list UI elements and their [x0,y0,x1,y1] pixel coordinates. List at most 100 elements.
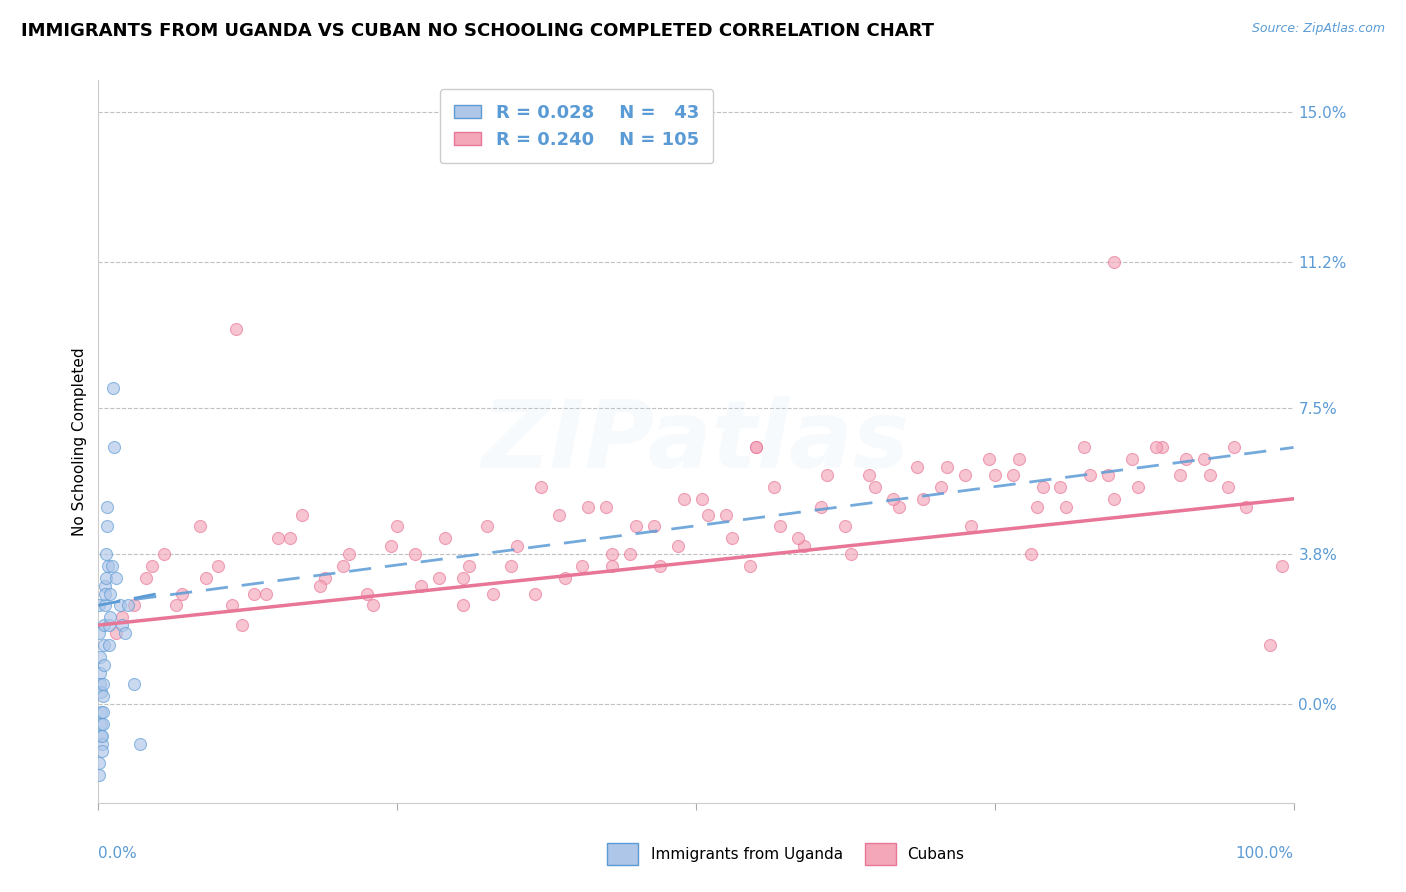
Point [1168,468,1191,483]
Point [195,571,218,585]
Point [172,586,194,600]
Point [339,547,361,561]
Point [267,531,290,545]
Point [595,500,617,514]
Point [97,558,120,573]
Point [89,649,111,664]
Point [578,500,600,514]
Point [117,599,139,613]
Point [1025,500,1047,514]
Point [291,508,314,522]
Point [1104,255,1126,269]
Point [499,558,522,573]
Point [89,756,111,771]
Point [889,500,911,514]
Point [165,599,187,613]
Point [1001,468,1024,483]
Point [1080,468,1102,483]
Y-axis label: No Schooling Completed: No Schooling Completed [72,347,87,536]
Point [475,519,498,533]
Point [94,579,117,593]
Point [96,500,118,514]
Point [1192,452,1215,467]
Point [434,531,457,545]
Point [231,618,253,632]
Point [111,618,134,632]
Point [977,452,1000,467]
Point [810,500,832,514]
Point [714,508,737,522]
Point [98,586,122,600]
Point [93,599,115,613]
Point [1008,452,1031,467]
Point [90,716,112,731]
Point [108,599,131,613]
Point [626,519,648,533]
Point [666,539,689,553]
Point [332,558,354,573]
Point [87,599,110,613]
Point [1049,480,1071,494]
Point [1234,500,1257,514]
Point [89,665,111,680]
Point [865,480,887,494]
Point [602,547,624,561]
Point [385,519,409,533]
Point [571,558,593,573]
Point [482,586,505,600]
Point [93,677,115,691]
Point [841,547,863,561]
Point [93,657,115,672]
Legend: R = 0.028    N =   43, R = 0.240    N = 105: R = 0.028 N = 43, R = 0.240 N = 105 [440,89,713,163]
Point [90,685,112,699]
Point [745,441,768,455]
Point [103,441,125,455]
Point [91,689,114,703]
Point [530,480,553,494]
Point [905,460,928,475]
Point [960,519,983,533]
Point [762,480,785,494]
Point [745,441,768,455]
Point [769,519,792,533]
Point [89,677,111,691]
Point [94,586,117,600]
Point [1199,468,1222,483]
Point [1128,480,1150,494]
Point [697,508,720,522]
Point [451,599,474,613]
Point [105,571,128,585]
Point [1019,547,1042,561]
Point [1073,441,1095,455]
Point [221,599,243,613]
Point [1144,441,1167,455]
Point [984,468,1007,483]
Point [96,519,118,533]
Point [738,558,761,573]
Point [278,531,301,545]
Point [1152,441,1174,455]
Point [100,558,122,573]
Point [90,737,112,751]
Point [91,716,114,731]
Point [929,480,952,494]
Text: 0.0%: 0.0% [98,847,138,861]
Point [153,547,176,561]
Point [87,768,110,782]
Point [1223,441,1246,455]
Point [89,626,111,640]
Point [98,610,121,624]
Point [1121,452,1143,467]
Point [254,586,277,600]
Point [1032,480,1054,494]
Point [97,618,120,632]
Point [93,638,115,652]
Point [135,571,157,585]
Point [1104,491,1126,506]
Point [91,744,114,758]
Text: Source: ZipAtlas.com: Source: ZipAtlas.com [1251,22,1385,36]
Point [427,571,450,585]
Point [458,558,481,573]
Point [101,381,124,395]
Point [124,677,146,691]
